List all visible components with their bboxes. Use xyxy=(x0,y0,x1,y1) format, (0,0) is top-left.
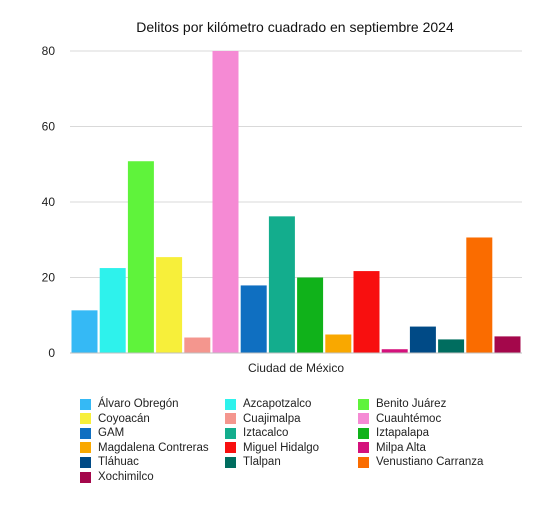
bars xyxy=(71,51,521,353)
legend-item: Xochimilco xyxy=(80,470,154,484)
legend-item: Tlalpan xyxy=(225,455,281,469)
legend-item: Cuauhtémoc xyxy=(358,412,441,426)
bar xyxy=(212,51,239,353)
legend-item: Álvaro Obregón xyxy=(80,397,179,411)
legend-swatch xyxy=(358,413,369,425)
legend-swatch xyxy=(225,456,236,468)
bar xyxy=(325,334,352,353)
legend-item: Miguel Hidalgo xyxy=(225,441,319,455)
legend-label: Benito Juárez xyxy=(376,398,447,410)
bar xyxy=(438,339,465,353)
legend-label: Iztapalapa xyxy=(376,427,430,440)
bar xyxy=(268,216,295,353)
legend-swatch xyxy=(80,442,91,454)
bar xyxy=(494,336,521,353)
legend-swatch xyxy=(358,456,369,468)
bar xyxy=(184,337,211,353)
x-axis-label: Ciudad de México xyxy=(248,361,344,375)
legend-item: Milpa Alta xyxy=(358,441,426,455)
y-tick-label: 20 xyxy=(42,271,56,285)
legend-item: Magdalena Contreras xyxy=(80,441,209,455)
legend-label: GAM xyxy=(98,427,125,440)
legend-swatch xyxy=(80,413,91,425)
legend-label: Álvaro Obregón xyxy=(98,398,179,410)
legend-item: Tláhuac xyxy=(80,455,139,469)
legend-label: Magdalena Contreras xyxy=(98,441,209,454)
legend-swatch xyxy=(358,427,369,439)
chart-title: Delitos por kilómetro cuadrado en septie… xyxy=(136,19,454,35)
bar xyxy=(156,257,183,353)
legend-label: Azcapotzalco xyxy=(243,398,312,410)
y-tick-label: 80 xyxy=(42,44,56,58)
bar xyxy=(466,237,493,353)
legend-swatch xyxy=(80,398,91,410)
legend-label: Xochimilco xyxy=(98,471,154,483)
bar xyxy=(353,271,380,353)
legend-swatch xyxy=(358,398,369,410)
legend-label: Tláhuac xyxy=(98,456,139,469)
legend-swatch xyxy=(225,413,236,425)
y-tick-label: 60 xyxy=(42,120,56,134)
legend-swatch xyxy=(225,442,236,454)
legend-label: Iztacalco xyxy=(243,427,289,440)
legend-label: Venustiano Carranza xyxy=(376,456,484,469)
legend-swatch xyxy=(225,398,236,410)
legend-item: Benito Juárez xyxy=(358,397,446,411)
legend-swatch xyxy=(225,427,236,439)
bar xyxy=(297,277,324,353)
legend-swatch xyxy=(358,442,369,454)
bar xyxy=(381,349,408,353)
legend-item: Iztacalco xyxy=(225,426,288,440)
legend-swatch xyxy=(80,427,91,439)
bar xyxy=(71,310,98,353)
legend-item: Azcapotzalco xyxy=(225,397,311,411)
legend-item: Coyoacán xyxy=(80,412,150,426)
bar xyxy=(99,268,126,353)
bar xyxy=(127,161,154,353)
legend-label: Coyoacán xyxy=(98,412,150,425)
legend-item: Iztapalapa xyxy=(358,426,429,440)
legend-item: GAM xyxy=(80,426,124,440)
legend-label: Tlalpan xyxy=(243,456,281,469)
legend-item: Venustiano Carranza xyxy=(358,455,483,469)
legend-swatch xyxy=(80,456,91,468)
legend-label: Miguel Hidalgo xyxy=(243,441,320,454)
legend-label: Cuauhtémoc xyxy=(376,412,442,425)
y-axis-ticks: 0 20 40 60 80 xyxy=(42,44,56,360)
y-tick-label: 40 xyxy=(42,195,56,209)
legend-item: Cuajimalpa xyxy=(225,412,301,426)
bar xyxy=(409,326,436,353)
bar xyxy=(240,285,267,353)
y-tick-label: 0 xyxy=(48,346,55,360)
legend-swatch xyxy=(80,471,91,483)
legend-label: Milpa Alta xyxy=(376,441,426,454)
legend-label: Cuajimalpa xyxy=(243,412,301,425)
